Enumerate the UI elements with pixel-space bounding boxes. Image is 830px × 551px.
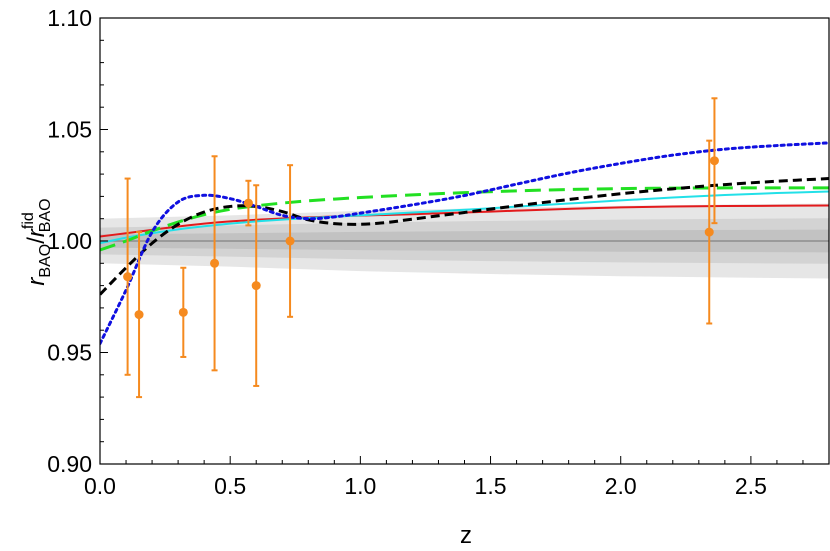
x-tick-label: 0.0 xyxy=(84,473,116,499)
y-label-r2-sub: BAO xyxy=(37,198,54,232)
data-point xyxy=(243,179,253,227)
y-label-r2-sup: fid xyxy=(20,212,37,229)
y-tick-label: 1.00 xyxy=(47,228,92,254)
data-marker xyxy=(251,281,261,291)
y-label-r2: r xyxy=(23,228,50,237)
plot-area xyxy=(100,141,829,346)
data-marker xyxy=(134,310,144,320)
x-tick-label: 1.5 xyxy=(475,473,507,499)
y-axis-label: rBAO/rfidBAO xyxy=(20,198,54,285)
series-blue-line xyxy=(100,141,829,346)
x-tick-label: 2.5 xyxy=(735,473,767,499)
axis-ticks: 0.0 0.5 1.0 1.5 2.0 2.5 0.90 0.95 1.00 1.05 1.10 xyxy=(47,5,830,499)
data-marker xyxy=(178,307,188,317)
data-marker xyxy=(243,198,253,208)
data-point xyxy=(178,266,188,358)
data-point xyxy=(251,184,261,387)
data-point xyxy=(704,139,714,325)
data-point xyxy=(123,177,133,376)
data-points-layer xyxy=(123,97,719,399)
y-label-r: r xyxy=(23,277,50,286)
y-tick-label: 1.05 xyxy=(47,117,92,143)
data-point xyxy=(285,164,295,318)
y-tick-label: 0.95 xyxy=(47,340,92,366)
y-label-slash: / xyxy=(23,237,50,244)
x-tick-label: 1.0 xyxy=(344,473,376,499)
y-label-r-sub: BAO xyxy=(37,244,54,278)
series-black-line xyxy=(100,177,829,296)
x-tick-label: 2.0 xyxy=(605,473,637,499)
data-marker xyxy=(123,272,133,282)
data-point xyxy=(210,155,220,372)
y-tick-label: 1.10 xyxy=(47,5,92,31)
data-marker xyxy=(704,227,714,237)
data-marker xyxy=(210,258,220,268)
data-point xyxy=(709,97,719,225)
data-point xyxy=(134,231,144,399)
x-axis-label: z xyxy=(460,522,472,549)
y-tick-label: 0.90 xyxy=(47,451,92,477)
x-tick-label: 0.5 xyxy=(214,473,246,499)
data-marker xyxy=(285,236,295,246)
data-marker xyxy=(709,156,719,166)
series-green-line xyxy=(100,186,829,252)
